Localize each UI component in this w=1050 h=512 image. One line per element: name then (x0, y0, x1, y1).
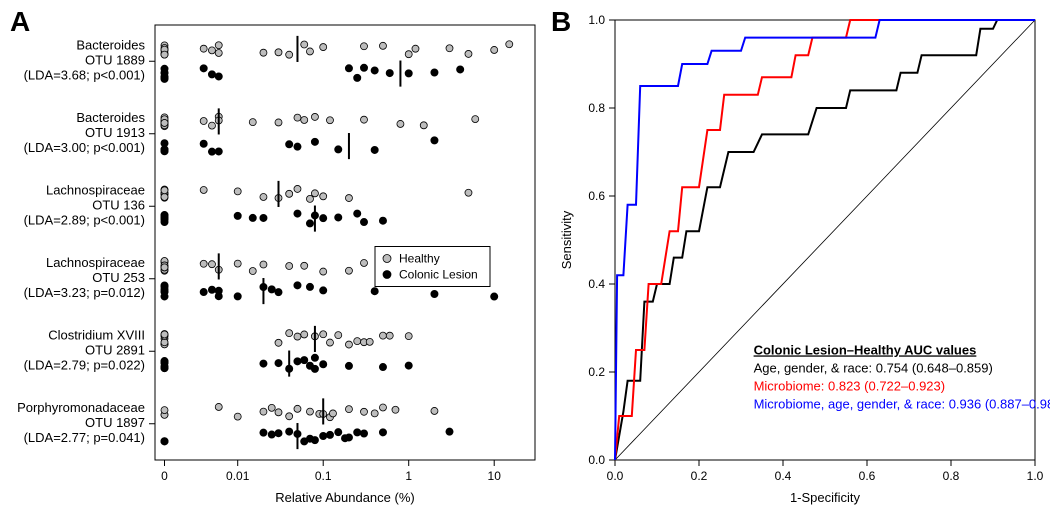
svg-text:(LDA=2.77; p=0.041): (LDA=2.77; p=0.041) (24, 430, 145, 445)
svg-text:0.4: 0.4 (775, 469, 792, 483)
svg-text:Colonic Lesion: Colonic Lesion (399, 268, 478, 282)
svg-text:OTU 1897: OTU 1897 (85, 415, 145, 430)
svg-text:(LDA=3.68; p<0.001): (LDA=3.68; p<0.001) (24, 67, 145, 82)
svg-text:0.01: 0.01 (226, 469, 250, 483)
svg-text:1.0: 1.0 (588, 13, 605, 27)
svg-text:0.1: 0.1 (315, 469, 332, 483)
panel-b-label: B (551, 6, 571, 38)
svg-text:Lachnospiraceae: Lachnospiraceae (46, 182, 145, 197)
svg-text:OTU 136: OTU 136 (92, 197, 145, 212)
svg-text:1.0: 1.0 (1027, 469, 1044, 483)
svg-text:Healthy: Healthy (399, 252, 440, 266)
svg-text:0.4: 0.4 (588, 277, 605, 291)
svg-text:Colonic Lesion–Healthy AUC val: Colonic Lesion–Healthy AUC values (754, 342, 977, 357)
svg-text:(LDA=3.00; p<0.001): (LDA=3.00; p<0.001) (24, 140, 145, 155)
svg-text:0.6: 0.6 (588, 189, 605, 203)
svg-text:0.8: 0.8 (943, 469, 960, 483)
svg-text:Porphyromonadaceae: Porphyromonadaceae (17, 400, 145, 415)
svg-text:Microbiome, age, gender, & rac: Microbiome, age, gender, & race: 0.936 (… (754, 396, 1050, 411)
svg-text:1: 1 (405, 469, 412, 483)
svg-text:0.0: 0.0 (588, 453, 605, 467)
svg-text:OTU 253: OTU 253 (92, 270, 145, 285)
svg-text:Clostridium XVIII: Clostridium XVIII (48, 327, 145, 342)
svg-text:Lachnospiraceae: Lachnospiraceae (46, 255, 145, 270)
svg-text:OTU 1889: OTU 1889 (85, 52, 145, 67)
panel-b-plot: 0.00.0 0.2 0.2 0.4 0.4 0.6 0.6 0.8 0.8 1.0 1.0 1-Sp… (545, 0, 1050, 512)
svg-text:0.0: 0.0 (607, 469, 624, 483)
svg-text:Age, gender, & race: 0.754 (0.: Age, gender, & race: 0.754 (0.648–0.859) (754, 360, 993, 375)
svg-text:1-Specificity: 1-Specificity (790, 490, 861, 505)
svg-text:OTU 1913: OTU 1913 (85, 125, 145, 140)
svg-text:OTU 2891: OTU 2891 (85, 342, 145, 357)
svg-text:(LDA=3.23; p=0.012): (LDA=3.23; p=0.012) (24, 285, 145, 300)
svg-text:Relative Abundance (%): Relative Abundance (%) (275, 490, 414, 505)
svg-text:Bacteroides: Bacteroides (76, 110, 145, 125)
svg-text:0: 0 (161, 469, 168, 483)
svg-text:(LDA=2.89; p<0.001): (LDA=2.89; p<0.001) (24, 212, 145, 227)
svg-text:(LDA=2.79; p=0.022): (LDA=2.79; p=0.022) (24, 357, 145, 372)
svg-text:Bacteroides: Bacteroides (76, 37, 145, 52)
svg-text:0.6: 0.6 (859, 469, 876, 483)
svg-text:10: 10 (488, 469, 502, 483)
svg-text:Microbiome: 0.823 (0.722–0.923: Microbiome: 0.823 (0.722–0.923) (754, 378, 946, 393)
svg-text:0.8: 0.8 (588, 101, 605, 115)
svg-text:Sensitivity: Sensitivity (559, 210, 574, 269)
svg-text:0.2: 0.2 (691, 469, 708, 483)
panel-a-label: A (10, 6, 30, 38)
panel-a-plot: 0 0.01 0.1 1 10 Relative Abundance (%) Bactero… (0, 0, 545, 512)
svg-text:0.2: 0.2 (588, 365, 605, 379)
